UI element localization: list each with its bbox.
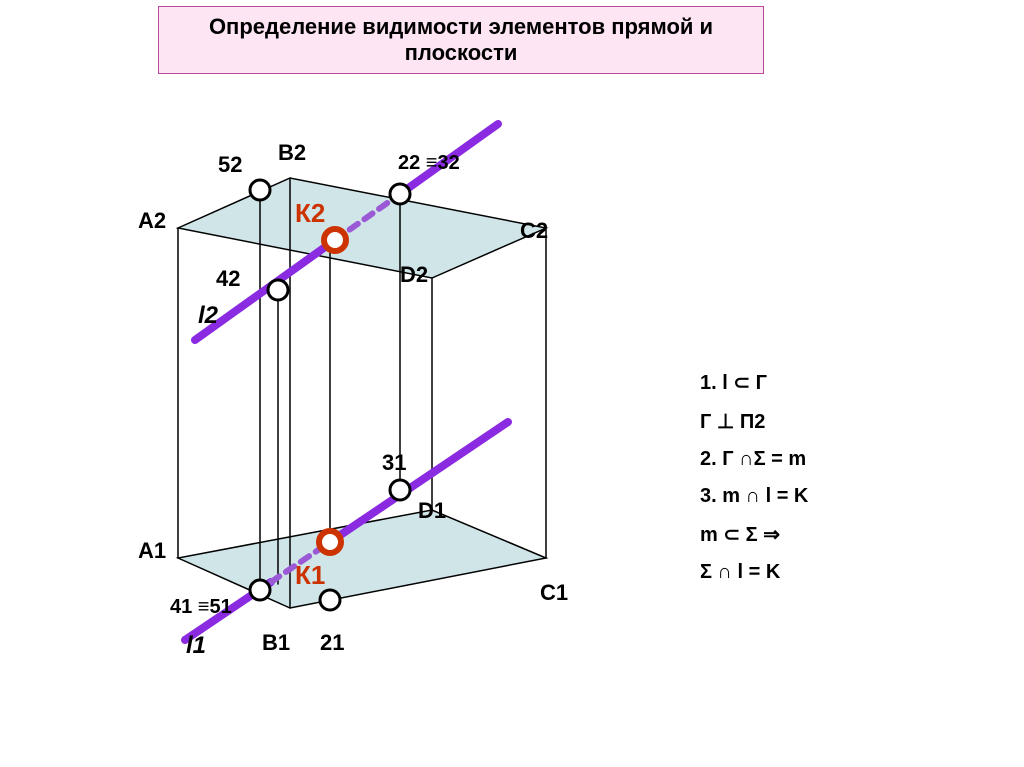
point-label: А2 <box>138 208 166 234</box>
line-label: l2 <box>198 302 218 330</box>
point-label: D1 <box>418 498 446 524</box>
point-label: 22 ≡32 <box>398 152 460 175</box>
notes-line: Σ ∩ l = K <box>700 561 808 584</box>
point-label: 52 <box>218 152 242 178</box>
k-label: К1 <box>295 560 325 591</box>
point-label: 31 <box>382 450 406 476</box>
point-label: D2 <box>400 262 428 288</box>
notes-panel: 1. l ⊂ Г Г ⊥ П2 2. Г ∩Σ = m 3. m ∩ l = K m… <box>700 370 808 598</box>
point-label: 42 <box>216 266 240 292</box>
point-label: С2 <box>520 218 548 244</box>
notes-line: 3. m ∩ l = K <box>700 485 808 508</box>
point-label: В2 <box>278 140 306 166</box>
notes-line: Г ⊥ П2 <box>700 409 808 434</box>
point-label: А1 <box>138 538 166 564</box>
notes-line: m ⊂ Σ ⇒ <box>700 522 808 547</box>
diagram-svg <box>0 0 1024 767</box>
point-label: С1 <box>540 580 568 606</box>
line-label: l1 <box>186 632 206 660</box>
point-label: В1 <box>262 630 290 656</box>
point-label: 21 <box>320 630 344 656</box>
point-label: 41 ≡51 <box>170 596 232 619</box>
notes-line: 1. l ⊂ Г <box>700 370 808 395</box>
notes-line: 2. Г ∩Σ = m <box>700 448 808 471</box>
k-label: К2 <box>295 198 325 229</box>
